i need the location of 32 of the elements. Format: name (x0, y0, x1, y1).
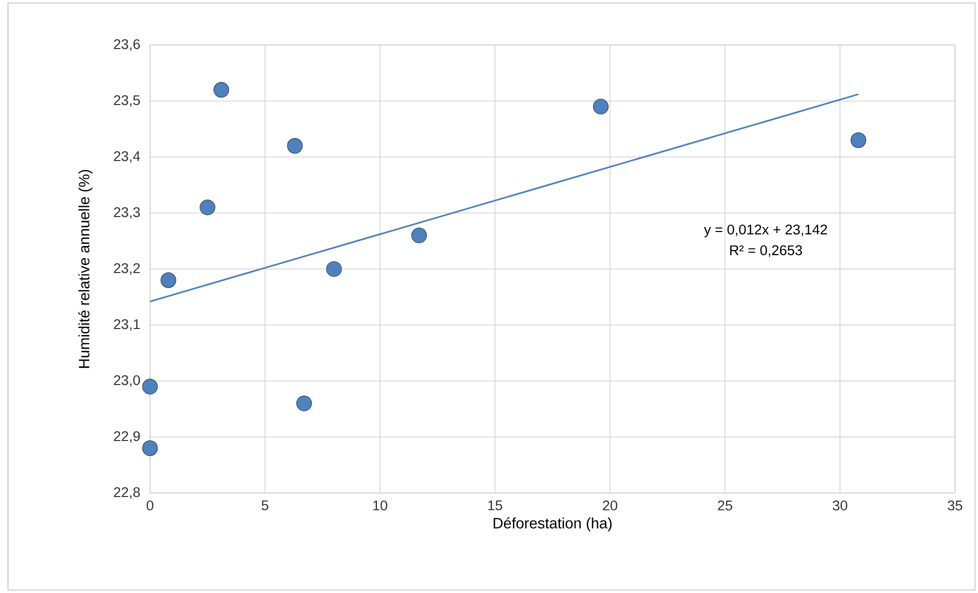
point (160, 272, 176, 288)
y-tick-label: 23,3 (114, 207, 140, 219)
annotation: y = 0,012x + 23,142 (704, 224, 827, 238)
point (142, 440, 158, 456)
y-axis-title: Humidité relative annuelle (%) (78, 170, 92, 368)
point (850, 132, 866, 148)
point (296, 396, 312, 412)
x-tick-label: 0 (146, 500, 154, 510)
point (214, 82, 230, 98)
y-tick-label: 23,2 (114, 263, 140, 275)
x-tick-label: 25 (718, 500, 732, 510)
y-tick-label: 23,5 (114, 95, 140, 107)
point (142, 378, 158, 394)
y-tick-label: 23,4 (114, 151, 140, 163)
annotation: R² = 0,2653 (730, 245, 802, 257)
point (593, 98, 609, 114)
y-tick-label: 22,9 (114, 431, 140, 443)
y-tick-label: 23,0 (114, 375, 140, 387)
y-tick-label: 22,8 (114, 487, 140, 499)
x-tick-label: 5 (262, 500, 268, 510)
x-tick-label: 15 (488, 500, 502, 510)
x-tick-label: 30 (832, 500, 848, 510)
point (411, 228, 427, 244)
point (200, 200, 216, 216)
x-tick-label: 10 (373, 500, 388, 510)
y-tick-label: 23,6 (114, 39, 140, 51)
y-tick-label: 23,1 (114, 319, 140, 331)
x-axis-title: Déforestation (ha) (494, 517, 612, 532)
point (287, 138, 303, 154)
point (326, 261, 342, 277)
x-tick-label: 35 (948, 500, 962, 510)
x-tick-label: 20 (602, 500, 618, 510)
